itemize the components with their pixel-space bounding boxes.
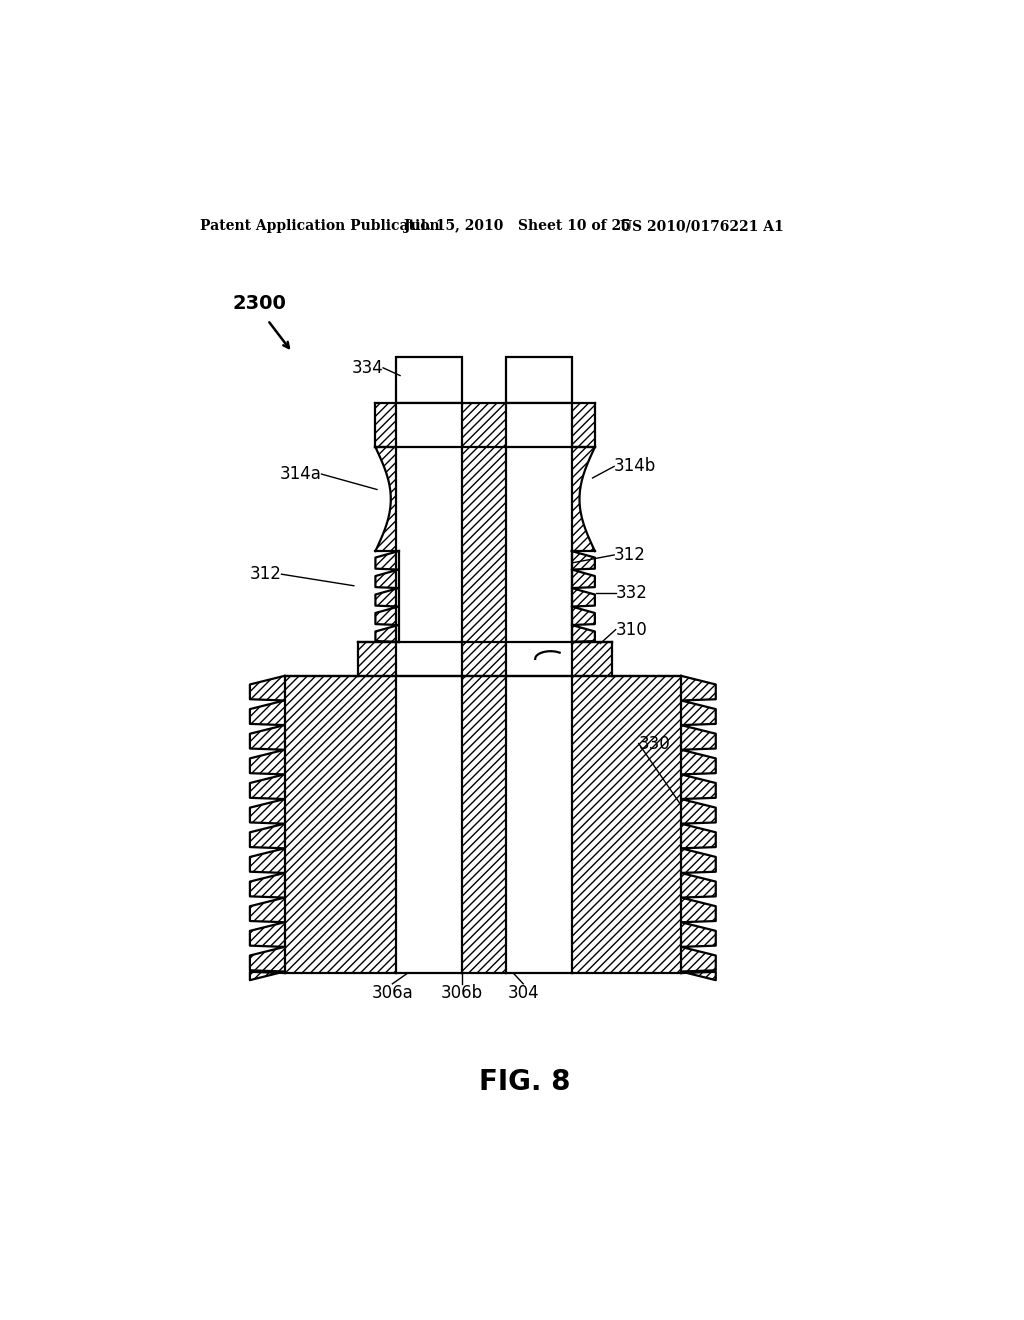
Text: Patent Application Publication: Patent Application Publication	[200, 219, 439, 234]
Polygon shape	[396, 676, 462, 973]
Text: 306b: 306b	[440, 983, 482, 1002]
Polygon shape	[571, 552, 595, 642]
Text: 334: 334	[351, 359, 383, 376]
Polygon shape	[396, 404, 462, 447]
Polygon shape	[571, 642, 611, 676]
Polygon shape	[357, 642, 396, 676]
Polygon shape	[250, 676, 396, 981]
Polygon shape	[462, 642, 506, 676]
Text: 310: 310	[615, 620, 647, 639]
Polygon shape	[506, 552, 571, 642]
Polygon shape	[571, 447, 595, 552]
Polygon shape	[396, 642, 462, 676]
Polygon shape	[462, 404, 506, 447]
Polygon shape	[571, 404, 595, 447]
Polygon shape	[462, 447, 506, 552]
Polygon shape	[506, 447, 571, 552]
Polygon shape	[376, 404, 396, 447]
Text: 306a: 306a	[372, 983, 414, 1002]
Polygon shape	[571, 676, 716, 981]
Text: 314a: 314a	[280, 465, 322, 483]
Polygon shape	[462, 676, 506, 973]
Text: 304: 304	[508, 983, 539, 1002]
Text: 332: 332	[615, 585, 647, 602]
Text: Jul. 15, 2010   Sheet 10 of 25: Jul. 15, 2010 Sheet 10 of 25	[403, 219, 631, 234]
Text: US 2010/0176221 A1: US 2010/0176221 A1	[620, 219, 783, 234]
Text: 330: 330	[639, 735, 671, 752]
Text: 2300: 2300	[232, 293, 286, 313]
Polygon shape	[462, 552, 506, 642]
Polygon shape	[376, 447, 398, 552]
Polygon shape	[506, 642, 571, 676]
Text: FIG. 8: FIG. 8	[479, 1068, 570, 1097]
Polygon shape	[396, 358, 462, 404]
Text: 312: 312	[250, 565, 282, 583]
Polygon shape	[506, 404, 571, 447]
Polygon shape	[396, 447, 462, 552]
Text: 314b: 314b	[614, 458, 656, 475]
Polygon shape	[506, 676, 571, 973]
Text: 312: 312	[614, 546, 646, 564]
Polygon shape	[396, 552, 462, 642]
Polygon shape	[506, 358, 571, 404]
Polygon shape	[376, 552, 398, 642]
